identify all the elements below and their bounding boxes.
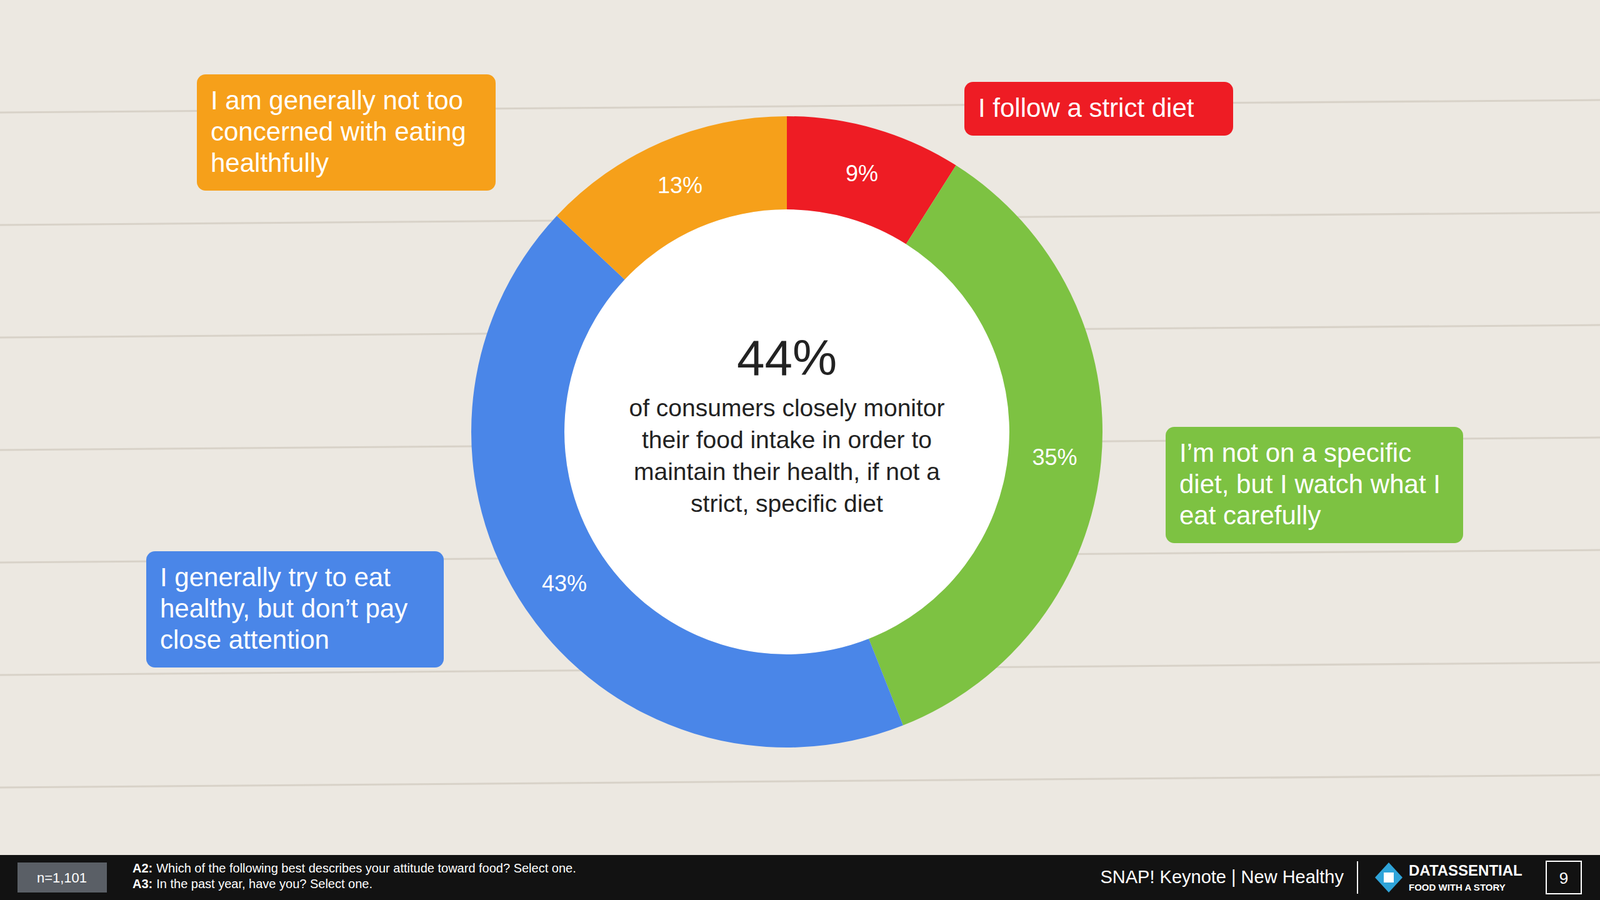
note-text: Which of the following best describes yo… <box>156 861 577 875</box>
center-text: of consumers closely monitor their food i… <box>628 394 945 517</box>
text-line: of consumers closely monitor <box>628 394 945 422</box>
text-line: I follow a strict diet <box>978 93 1195 123</box>
callout-text: I follow a strict diet <box>978 93 1195 123</box>
footer-bar <box>0 855 1600 900</box>
source: SNAP! Keynote | New Healthy <box>1100 866 1344 887</box>
page-box <box>1546 861 1582 894</box>
text-line: healthy, but don’t pay <box>160 593 408 624</box>
donut: 9% 35% 43% 13% <box>471 116 1103 748</box>
note-text: In the past year, have you? Select one. <box>156 876 373 891</box>
callout: I generally try to eathealthy, but don’t… <box>146 551 444 668</box>
separator <box>1356 861 1359 894</box>
canvas: 9% 35% 43% 13% 44% of consumers closely monit… <box>0 0 1600 900</box>
plank-line <box>0 775 1600 788</box>
background-fill <box>0 0 1600 900</box>
callout-box <box>1165 426 1464 544</box>
callout-box <box>964 81 1234 136</box>
note-key: A3: <box>132 876 153 891</box>
logo-icon <box>1375 862 1403 893</box>
callout: I’m not on a specificdiet, but I watch w… <box>1165 426 1464 544</box>
background <box>0 0 1600 900</box>
sample-box <box>17 862 107 893</box>
text-line: diet, but I watch what I <box>1179 469 1441 499</box>
logo-icon-inner <box>1383 872 1394 883</box>
note-key: A2: <box>132 861 153 875</box>
callout-box <box>146 551 444 668</box>
question-note: A3:In the past year, have you? Select on… <box>132 876 373 891</box>
question-note: A2:Which of the following best describes… <box>132 861 577 875</box>
callout-text: I’m not on a specificdiet, but I watch w… <box>1179 438 1441 530</box>
text-line: I generally try to eat <box>160 562 391 592</box>
page-number: 9 <box>1559 868 1569 888</box>
brand: DATASSENTIAL <box>1408 861 1523 879</box>
tagline: FOOD WITH A STORY <box>1408 881 1506 893</box>
data-label: 13% <box>657 172 703 199</box>
data-label: 43% <box>541 570 587 597</box>
callout: I am generally not tooconcerned with eat… <box>196 74 496 191</box>
text-line: I’m not on a specific <box>1179 438 1412 468</box>
text-line: I am generally not too <box>210 85 464 115</box>
text-line: strict, specific diet <box>690 490 884 517</box>
text-line: maintain their health, if not a <box>633 458 940 485</box>
callout-text: I generally try to eathealthy, but don’t… <box>160 562 408 655</box>
text-line: concerned with eating <box>210 116 467 147</box>
footer: n=1,101 A2:Which of the following best de… <box>0 855 1600 900</box>
slice <box>556 116 787 280</box>
text-line: healthfully <box>210 148 329 178</box>
text-line: close attention <box>160 625 330 655</box>
callout: I follow a strict diet <box>964 81 1234 136</box>
data-label: 35% <box>1032 444 1078 470</box>
donut-center <box>564 209 1010 655</box>
center-value: 44% <box>736 330 837 386</box>
sample-size: n=1,101 <box>36 870 87 886</box>
callout-box <box>196 74 496 191</box>
text-line: their food intake in order to <box>641 426 932 454</box>
data-label: 9% <box>845 160 879 187</box>
callout-text: I am generally not tooconcerned with eat… <box>210 85 467 178</box>
text-line: eat carefully <box>1179 500 1321 530</box>
